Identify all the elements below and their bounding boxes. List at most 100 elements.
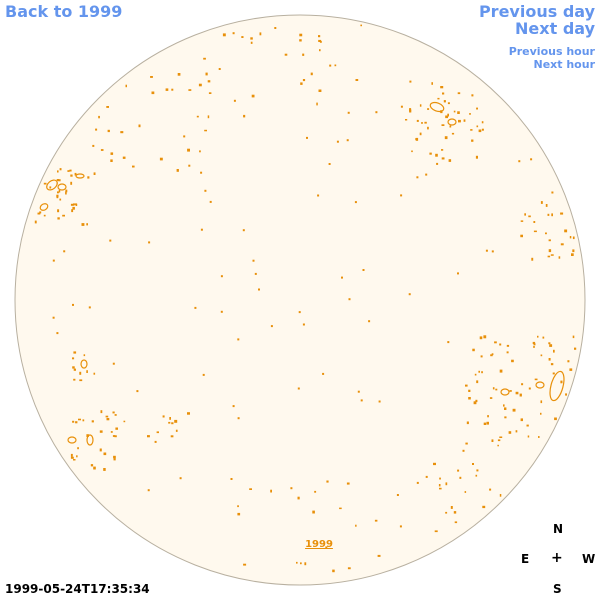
feature-mark xyxy=(62,214,65,217)
compass-north: N xyxy=(553,522,564,536)
feature-mark xyxy=(77,447,79,450)
previous-hour-link[interactable]: Previous hour xyxy=(508,45,595,58)
previous-day-link[interactable]: Previous day xyxy=(478,2,595,21)
observation-timestamp: 1999-05-24T17:35:34 xyxy=(5,582,150,596)
feature-mark xyxy=(538,436,540,438)
feature-mark xyxy=(540,400,543,404)
feature-mark xyxy=(504,407,507,410)
feature-mark xyxy=(88,306,91,309)
feature-mark xyxy=(150,76,153,78)
feature-mark xyxy=(74,203,78,205)
feature-mark xyxy=(332,569,335,573)
feature-mark xyxy=(72,420,75,423)
feature-mark xyxy=(329,64,332,67)
feature-mark xyxy=(105,415,109,418)
feature-mark xyxy=(250,37,253,40)
feature-mark xyxy=(400,105,403,108)
feature-mark xyxy=(177,73,181,76)
feature-mark xyxy=(528,387,531,390)
feature-mark xyxy=(107,129,110,133)
feature-mark xyxy=(69,169,72,172)
contour-loop xyxy=(75,173,85,179)
feature-mark xyxy=(377,554,381,557)
feature-mark xyxy=(499,369,503,373)
feature-mark xyxy=(483,422,487,425)
feature-mark xyxy=(540,201,543,204)
feature-mark xyxy=(103,468,106,471)
next-hour-link[interactable]: Next hour xyxy=(533,58,596,71)
feature-mark xyxy=(492,387,495,390)
feature-mark xyxy=(552,372,555,375)
feature-mark xyxy=(122,156,126,159)
year-label[interactable]: 1999 xyxy=(305,539,333,550)
feature-mark xyxy=(506,344,510,347)
feature-mark xyxy=(572,249,575,253)
feature-mark xyxy=(171,422,174,425)
feature-mark xyxy=(290,487,293,490)
feature-mark xyxy=(540,412,542,415)
feature-mark xyxy=(232,405,235,408)
feature-mark xyxy=(237,512,241,516)
feature-mark xyxy=(93,372,96,375)
feature-mark xyxy=(468,397,471,400)
feature-mark xyxy=(524,213,526,216)
feature-mark xyxy=(188,89,192,91)
feature-mark xyxy=(560,212,564,215)
next-day-link[interactable]: Next day xyxy=(515,19,595,38)
feature-mark xyxy=(527,435,530,438)
feature-mark xyxy=(98,115,100,119)
feature-mark xyxy=(56,332,59,335)
feature-mark xyxy=(151,91,155,95)
feature-mark xyxy=(466,421,469,425)
feature-mark xyxy=(204,189,207,192)
feature-mark xyxy=(405,119,408,121)
feature-mark xyxy=(168,421,171,424)
feature-mark xyxy=(82,419,85,422)
feature-mark xyxy=(357,390,360,393)
feature-mark xyxy=(472,348,475,352)
feature-mark xyxy=(99,448,102,452)
feature-mark xyxy=(113,458,116,461)
feature-mark xyxy=(56,194,59,198)
feature-mark xyxy=(165,88,169,91)
feature-mark xyxy=(531,257,534,261)
feature-mark xyxy=(441,124,445,126)
feature-mark xyxy=(65,191,67,195)
feature-mark xyxy=(251,94,255,98)
feature-mark xyxy=(483,335,487,339)
feature-mark xyxy=(425,173,428,176)
feature-mark xyxy=(494,341,497,344)
feature-mark xyxy=(100,149,104,151)
feature-mark xyxy=(171,88,174,91)
feature-mark xyxy=(114,414,117,416)
feature-mark xyxy=(302,53,305,56)
feature-mark xyxy=(509,390,512,392)
feature-mark xyxy=(259,32,262,36)
feature-mark xyxy=(551,191,554,194)
feature-mark xyxy=(463,119,466,122)
feature-mark xyxy=(489,488,492,491)
feature-mark xyxy=(57,170,59,173)
feature-mark xyxy=(564,229,568,233)
feature-mark xyxy=(59,198,62,201)
feature-mark xyxy=(306,136,308,139)
back-to-year-link[interactable]: Back to 1999 xyxy=(5,2,123,21)
feature-mark xyxy=(176,169,179,172)
feature-mark xyxy=(296,561,298,564)
feature-mark xyxy=(73,459,76,461)
feature-mark xyxy=(548,358,551,361)
feature-mark xyxy=(506,351,509,354)
contour-loop xyxy=(46,179,58,191)
feature-mark xyxy=(540,354,543,357)
feature-mark xyxy=(476,107,478,110)
feature-mark xyxy=(475,399,478,403)
feature-mark xyxy=(254,272,257,275)
feature-mark xyxy=(59,168,62,171)
feature-mark xyxy=(325,546,328,549)
feature-mark xyxy=(74,172,77,176)
feature-mark xyxy=(464,491,467,493)
feature-mark xyxy=(447,113,449,117)
feature-mark xyxy=(421,122,423,124)
feature-mark xyxy=(241,36,244,38)
feature-mark xyxy=(230,478,233,480)
